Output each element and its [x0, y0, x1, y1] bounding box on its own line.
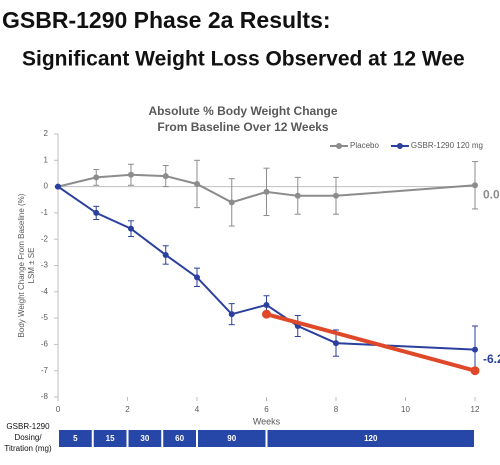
- dosing-segment-label: 90: [227, 434, 236, 443]
- end-label: -6.2: [483, 352, 500, 366]
- dosing-label: Dosing/: [14, 433, 42, 442]
- data-point: [93, 174, 100, 181]
- x-tick-label: 8: [334, 405, 339, 414]
- series-line: [57, 185, 476, 351]
- x-tick-label: 12: [471, 405, 480, 414]
- series-line: [57, 173, 476, 204]
- y-tick-label: -6: [41, 340, 49, 349]
- x-tick-label: 4: [195, 405, 200, 414]
- data-point: [472, 346, 478, 353]
- y-tick-label: -4: [41, 287, 49, 296]
- data-point: [127, 225, 134, 232]
- slide-title: GSBR-1290 Phase 2a Results:: [2, 7, 331, 33]
- dosing-segment: [93, 430, 127, 447]
- data-point: [55, 183, 61, 190]
- y-axis-label: LSM ± SE: [27, 248, 36, 284]
- x-tick-label: 0: [56, 405, 61, 414]
- dosing-label: GSBR-1290: [6, 422, 50, 431]
- y-tick-label: -3: [41, 261, 49, 270]
- dosing-segment: [59, 430, 92, 447]
- legend-marker: [396, 143, 403, 149]
- x-axis-label: Weeks: [253, 416, 281, 426]
- data-point: [194, 180, 200, 187]
- legend-marker: [336, 143, 342, 149]
- x-tick-label: 6: [264, 405, 269, 414]
- dosing-segment-label: 60: [175, 434, 184, 443]
- y-tick-label: -7: [41, 366, 49, 375]
- legend-label: Placebo: [350, 141, 379, 150]
- data-point: [228, 311, 235, 318]
- data-point: [472, 182, 478, 189]
- y-tick-label: 2: [44, 129, 49, 138]
- dosing-segment: [128, 430, 162, 447]
- projection-line: [265, 312, 476, 373]
- data-point: [263, 188, 270, 195]
- dosing-segment: [198, 430, 266, 447]
- chart-title: From Baseline Over 12 Weeks: [157, 120, 329, 134]
- data-point: [263, 301, 270, 308]
- dosing-segment-label: 15: [106, 434, 115, 443]
- projection-point: [470, 366, 480, 376]
- data-point: [194, 274, 200, 281]
- end-label: 0.0: [483, 187, 500, 201]
- y-tick-label: -1: [41, 208, 49, 217]
- data-point: [294, 192, 301, 199]
- data-point: [228, 199, 235, 206]
- data-point: [127, 171, 134, 178]
- y-tick-label: 0: [44, 182, 49, 191]
- y-tick-label: -8: [41, 392, 49, 401]
- y-tick-label: 1: [44, 155, 49, 164]
- dosing-segment: [267, 430, 474, 447]
- x-tick-label: 10: [401, 405, 410, 414]
- legend-label: GSBR-1290 120 mg: [411, 141, 483, 150]
- dosing-segment-label: 5: [73, 434, 78, 443]
- data-point: [162, 251, 169, 258]
- y-tick-label: -5: [41, 313, 49, 322]
- dosing-segment-label: 120: [364, 434, 378, 443]
- projection-point: [262, 309, 271, 319]
- data-point: [333, 340, 339, 347]
- dosing-segment-label: 30: [140, 434, 149, 443]
- dosing-label: Titration (mg): [4, 444, 52, 453]
- data-point: [333, 192, 339, 199]
- chart-title: Absolute % Body Weight Change: [148, 104, 337, 118]
- dosing-segment: [163, 430, 196, 447]
- y-tick-label: -2: [41, 234, 49, 243]
- slide-subtitle: Significant Weight Loss Observed at 12 W…: [22, 48, 465, 71]
- y-axis-label: Body Weight Change From Baseline (%): [17, 193, 26, 337]
- x-tick-label: 2: [125, 405, 130, 414]
- data-point: [162, 173, 169, 180]
- data-point: [93, 209, 100, 216]
